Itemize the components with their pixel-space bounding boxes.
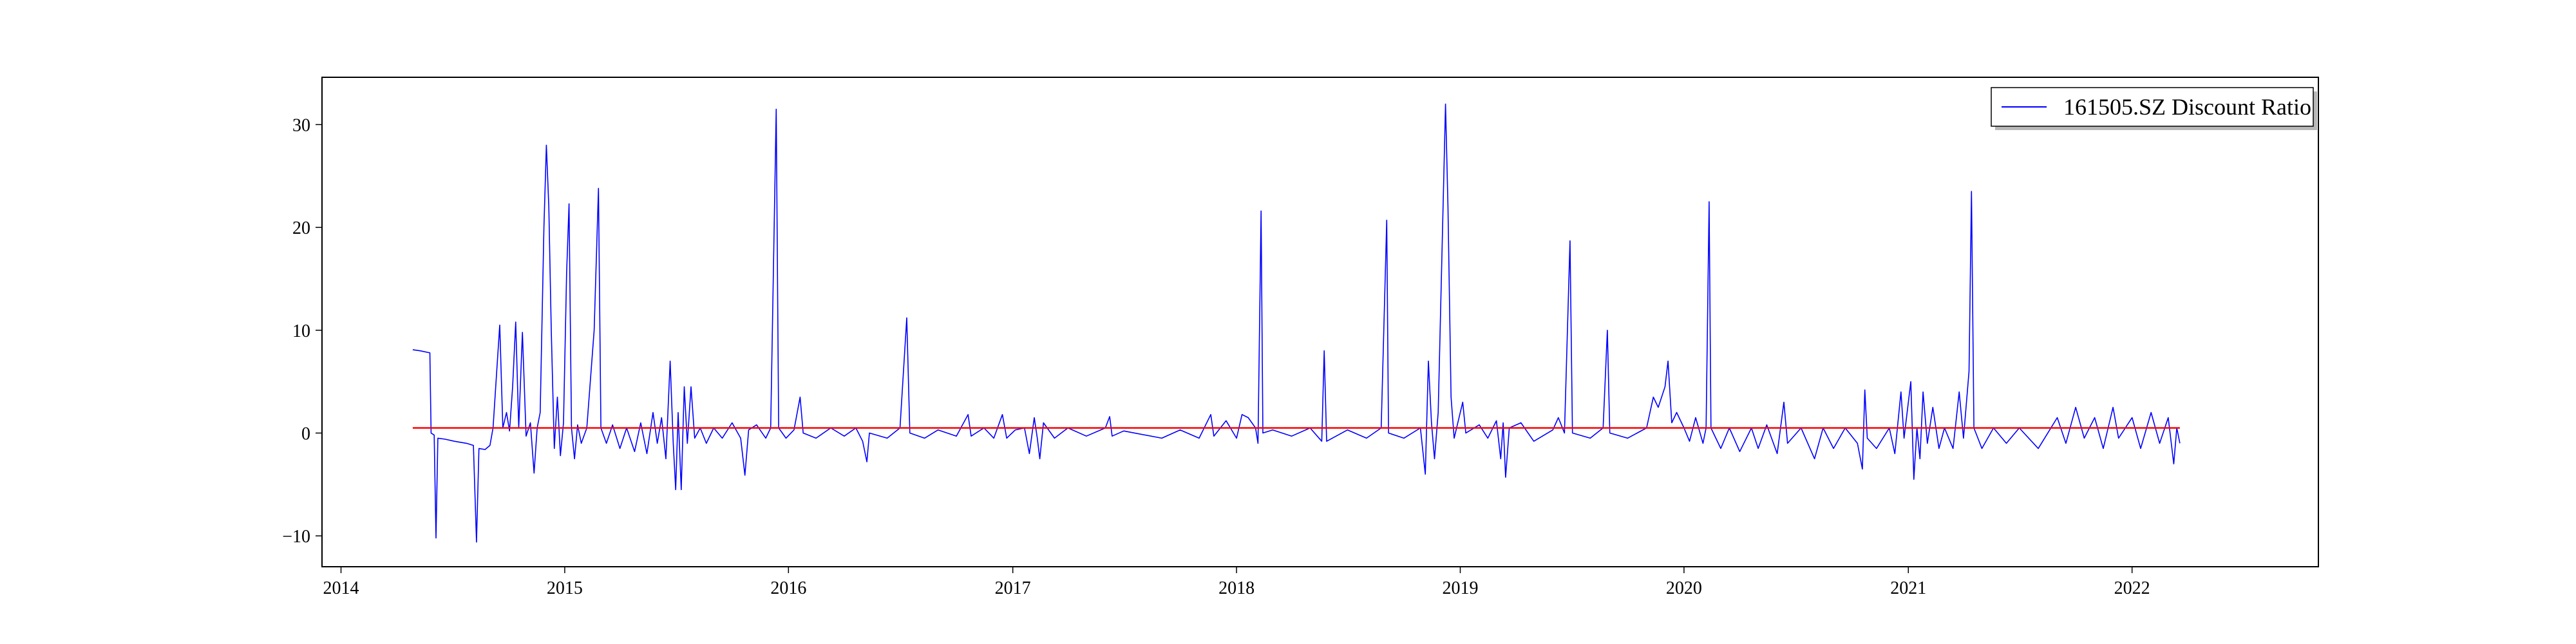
plot-area: [412, 103, 2181, 543]
y-tick-label: 10: [292, 321, 310, 341]
x-tick-label: 2017: [995, 578, 1031, 598]
legend: 161505.SZ Discount Ratio: [1991, 87, 2317, 130]
x-tick-label: 2021: [1890, 578, 1926, 598]
y-tick-label: 20: [292, 218, 310, 238]
x-tick-label: 2014: [323, 578, 359, 598]
y-tick-label: −10: [282, 527, 310, 547]
x-tick-label: 2019: [1442, 578, 1478, 598]
legend-label: 161505.SZ Discount Ratio: [2063, 94, 2311, 120]
x-tick-label: 2022: [2114, 578, 2150, 598]
axes: −10 0 10 20 30 2014 2015 2016 2017 2018 2019 2020 20…: [282, 77, 2319, 598]
x-tick-label: 2018: [1218, 578, 1255, 598]
x-tick-label: 2016: [770, 578, 806, 598]
x-tick-label: 2015: [547, 578, 583, 598]
y-tick-label: 0: [301, 424, 310, 444]
axes-frame: [321, 77, 2319, 567]
y-tick-label: 30: [292, 115, 310, 135]
x-tick-label: 2020: [1666, 578, 1702, 598]
